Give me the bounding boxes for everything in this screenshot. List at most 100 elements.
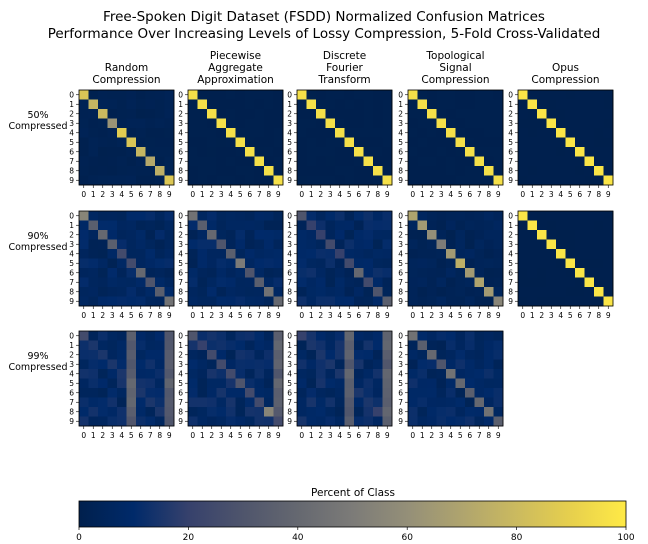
heatmap-cell xyxy=(427,249,437,259)
heatmap-frame xyxy=(78,89,175,186)
heatmap-cell xyxy=(408,90,418,100)
heatmap-cell xyxy=(306,378,317,389)
heatmap-cell xyxy=(155,166,165,176)
y-tick-label: 6 xyxy=(178,388,183,397)
y-tick-label: 4 xyxy=(398,249,403,258)
heatmap-cell xyxy=(245,287,255,297)
heatmap-cell xyxy=(446,118,456,129)
heatmap-cell xyxy=(363,166,374,176)
y-tick-label: 2 xyxy=(178,230,183,239)
heatmap-cell xyxy=(306,359,317,370)
heatmap-cell xyxy=(155,287,165,297)
heatmap-cell xyxy=(408,166,418,176)
heatmap-cell xyxy=(446,331,456,341)
heatmap-cell xyxy=(344,350,355,360)
x-tick-label: 7 xyxy=(148,311,153,320)
x-tick-label: 7 xyxy=(477,311,482,320)
heatmap-cell xyxy=(354,175,364,186)
heatmap-cell xyxy=(417,175,428,186)
column-title-3-line-1: Signal xyxy=(439,62,471,74)
heatmap-cell xyxy=(98,388,108,398)
heatmap-cell xyxy=(493,211,504,221)
heatmap-cell xyxy=(556,137,566,148)
heatmap-cell xyxy=(306,397,317,408)
y-tick-label: 5 xyxy=(287,138,292,147)
heatmap-cell xyxy=(98,220,108,231)
heatmap-cell xyxy=(164,277,175,288)
heatmap-cell xyxy=(126,230,137,240)
heatmap-cell xyxy=(363,277,374,288)
x-tick-label: 6 xyxy=(356,190,361,199)
heatmap-cell xyxy=(188,397,198,408)
heatmap-cell xyxy=(446,230,456,240)
heatmap-cell xyxy=(565,128,576,138)
heatmap-cell xyxy=(273,249,284,259)
heatmap-cell xyxy=(354,369,364,379)
heatmap-cell xyxy=(335,277,345,288)
heatmap-cell xyxy=(235,166,246,176)
heatmap-cell xyxy=(382,416,393,427)
heatmap-cell xyxy=(145,378,156,389)
x-tick-label: 2 xyxy=(209,311,214,320)
heatmap-cell xyxy=(465,268,475,278)
heatmap-cell xyxy=(235,220,246,231)
heatmap-cell xyxy=(264,175,274,186)
heatmap-cell xyxy=(382,268,393,278)
x-tick-label: 4 xyxy=(448,311,453,320)
heatmap-cell xyxy=(316,118,326,129)
heatmap-cell xyxy=(546,109,557,119)
heatmap-cell xyxy=(565,258,576,269)
heatmap-cell xyxy=(373,369,383,379)
heatmap-cell xyxy=(465,296,475,307)
figure-title-line-2: Performance Over Increasing Levels of Lo… xyxy=(48,26,601,42)
x-tick-label: 5 xyxy=(458,431,463,440)
heatmap-cell xyxy=(164,397,175,408)
heatmap-cell xyxy=(226,350,236,360)
x-tick-label: 3 xyxy=(439,431,444,440)
heatmap-cell xyxy=(79,369,89,379)
heatmap-cell xyxy=(373,166,383,176)
heatmap-cell xyxy=(79,268,89,278)
heatmap-cell xyxy=(455,388,466,398)
y-tick-label: 4 xyxy=(178,128,183,137)
heatmap-cell xyxy=(126,239,137,250)
x-tick-label: 6 xyxy=(467,431,472,440)
heatmap-cell xyxy=(207,277,217,288)
heatmap-cell xyxy=(427,156,437,167)
heatmap-cell xyxy=(474,156,485,167)
heatmap-cell xyxy=(226,118,236,129)
heatmap-cell xyxy=(436,331,447,341)
y-tick-label: 0 xyxy=(287,331,292,340)
heatmap-cell xyxy=(79,340,89,351)
heatmap-cell xyxy=(216,166,227,176)
heatmap-cell xyxy=(344,287,355,297)
heatmap-cell xyxy=(474,90,485,100)
heatmap-cell xyxy=(79,211,89,221)
heatmap-cell xyxy=(493,109,504,119)
heatmap-cell xyxy=(465,128,475,138)
y-tick-label: 7 xyxy=(398,157,403,166)
heatmap-cell xyxy=(126,350,137,360)
heatmap-cell xyxy=(297,388,307,398)
heatmap-cell xyxy=(455,118,466,129)
heatmap-cell xyxy=(484,369,494,379)
heatmap-cell xyxy=(188,211,198,221)
heatmap-cell xyxy=(155,147,165,157)
heatmap-cell xyxy=(427,407,437,417)
heatmap-cell xyxy=(493,230,504,240)
x-tick-label: 2 xyxy=(318,431,323,440)
heatmap-cell xyxy=(117,137,127,148)
heatmap-cell xyxy=(594,137,604,148)
y-tick-label: 5 xyxy=(178,138,183,147)
heatmap-cell xyxy=(527,287,538,297)
heatmap-cell xyxy=(455,137,466,148)
heatmap-cell xyxy=(408,340,418,351)
y-tick-label: 7 xyxy=(69,398,74,407)
heatmap-cell xyxy=(594,239,604,250)
heatmap-cell xyxy=(382,239,393,250)
heatmap-cell xyxy=(584,211,595,221)
heatmap-cell xyxy=(363,340,374,351)
heatmap-cell xyxy=(537,287,547,297)
heatmap-cell xyxy=(207,359,217,370)
